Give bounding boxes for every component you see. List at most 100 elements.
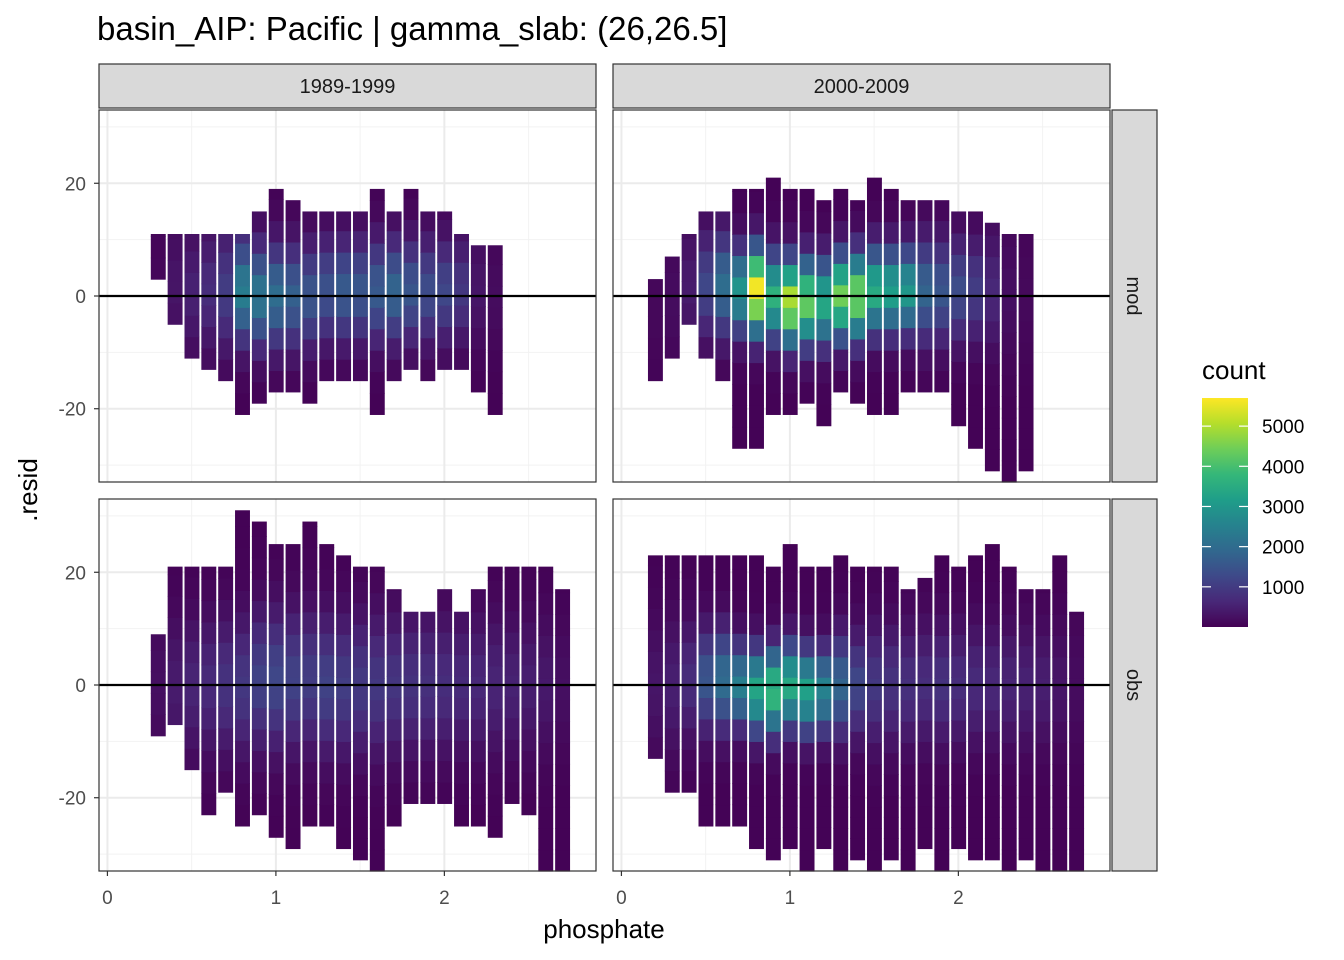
heatmap-tile [302, 317, 318, 340]
heatmap-tile [883, 566, 899, 582]
heatmap-tile [917, 698, 933, 721]
heatmap-tile [302, 590, 318, 613]
heatmap-tile [850, 210, 866, 233]
heatmap-tile [749, 276, 764, 299]
heatmap-tile [1052, 571, 1068, 594]
heatmap-tile [302, 633, 318, 656]
heatmap-tile [369, 678, 385, 701]
heatmap-tile [1052, 613, 1068, 636]
heatmap-tile [1052, 699, 1068, 722]
heatmap-tile [1018, 752, 1034, 775]
heatmap-tile [816, 655, 832, 678]
heatmap-tile [883, 774, 899, 797]
heatmap-tile [1001, 763, 1017, 786]
heatmap-tile [984, 222, 1000, 236]
heatmap-tile [866, 678, 882, 701]
heatmap-tile [369, 849, 385, 872]
x-tick-marks [106, 871, 959, 876]
heatmap-tile [386, 230, 402, 253]
heatmap-tile [664, 256, 680, 273]
heatmap-tile [1018, 320, 1034, 343]
heatmap-tile [850, 338, 866, 361]
heatmap-tile [816, 698, 832, 721]
heatmap-tile [1018, 277, 1034, 300]
heatmap-tile [235, 611, 250, 634]
heatmap-tile [1069, 699, 1085, 722]
heatmap-tile [521, 643, 537, 666]
heatmap-tile [681, 281, 697, 304]
heatmap-tile [984, 385, 1000, 408]
heatmap-tile [951, 339, 967, 362]
heatmap-tile [951, 634, 967, 657]
heatmap-tile [698, 315, 714, 338]
heatmap-tile [934, 742, 950, 765]
heatmap-tile [833, 220, 849, 243]
heatmap-tile [268, 623, 284, 646]
colorbar [1202, 398, 1248, 627]
heatmap-tile [883, 666, 899, 689]
heatmap-tile [302, 675, 318, 698]
y-tick-label: 0 [75, 287, 86, 308]
heatmap-tile [732, 804, 748, 827]
heatmap-tile [403, 696, 419, 719]
heatmap-tile [150, 257, 166, 280]
heatmap-tile [420, 781, 436, 804]
y-axis-top: -20 0 20 [59, 174, 86, 420]
heatmap-tile [184, 662, 200, 685]
heatmap-tile [681, 620, 697, 643]
heatmap-tile [883, 838, 899, 861]
heatmap-tile [866, 307, 882, 330]
heatmap-tile [150, 714, 166, 737]
heatmap-tile [487, 708, 503, 731]
heatmap-tile [1069, 611, 1085, 615]
heatmap-tile [352, 666, 368, 689]
heatmap-tile [352, 688, 368, 711]
heatmap-tile [782, 221, 798, 244]
heatmap-tile [765, 624, 781, 647]
heatmap-tile [285, 548, 301, 571]
heatmap-tile [917, 634, 933, 657]
heatmap-tile [1035, 699, 1051, 722]
heatmap-tile [799, 592, 815, 615]
heatmap-tile [782, 591, 798, 614]
heatmap-tile [833, 592, 849, 615]
heatmap-tile [984, 645, 1000, 668]
heatmap-tile [235, 697, 250, 720]
heatmap-tile [235, 526, 250, 549]
heatmap-tile [454, 326, 469, 349]
heatmap-tile [698, 568, 714, 591]
heatmap-tile [883, 645, 899, 668]
heatmap-tile [782, 677, 798, 700]
heatmap-tile [235, 740, 250, 763]
heatmap-tile [201, 707, 217, 730]
heatmap-tile [470, 740, 486, 763]
heatmap-tile [951, 762, 967, 785]
heatmap-tile [1035, 613, 1051, 636]
heatmap-tile [251, 253, 267, 276]
heatmap-tile [167, 281, 183, 304]
heatmap-tile [900, 589, 916, 594]
heatmap-tile [167, 234, 183, 240]
facet-label-2000-2009: 2000-2009 [814, 76, 910, 98]
heatmap-tile [782, 371, 798, 394]
heatmap-tile [1052, 849, 1068, 872]
heatmap-tile [917, 719, 933, 742]
heatmap-tile [302, 718, 318, 741]
heatmap-tile [352, 624, 368, 647]
heatmap-tile [538, 763, 554, 786]
heatmap-tile [319, 294, 335, 317]
heatmap-tile [437, 283, 453, 306]
heatmap-tile [782, 741, 798, 764]
heatmap-tile [285, 762, 301, 785]
heatmap-tile [850, 274, 866, 297]
heatmap-tile [681, 556, 697, 579]
heatmap-tile [201, 347, 217, 370]
heatmap-tile [504, 781, 520, 804]
heatmap-tile [951, 570, 967, 593]
heatmap-tile [732, 675, 748, 698]
y-axis-bottom: -20 0 20 [59, 563, 86, 809]
heatmap-tile [866, 221, 882, 244]
heatmap-tile [302, 521, 318, 527]
heatmap-tile [866, 571, 882, 594]
heatmap-tile [420, 252, 436, 275]
